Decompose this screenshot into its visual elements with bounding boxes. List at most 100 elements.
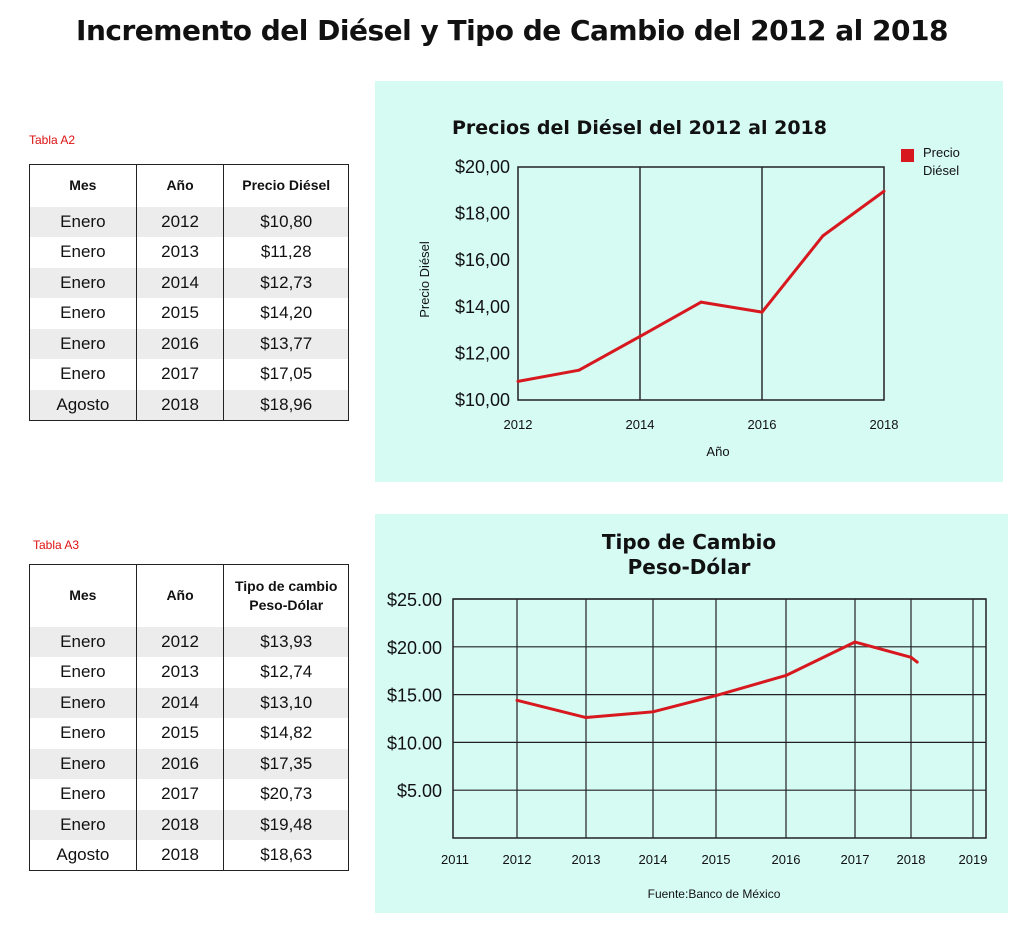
cell-value: $18,96 [223, 389, 349, 420]
cell-mes: Enero [29, 206, 137, 237]
column-header-tipo-de-cambio: Tipo de cambio Peso-Dólar [223, 564, 349, 627]
exchange-rate-table: Mes Año Tipo de cambio Peso-Dólar Enero 2… [29, 564, 349, 871]
x-tick-label: 2011 [441, 852, 469, 867]
y-tick-label: $10,00 [455, 390, 510, 410]
table-row: Enero 2013 $12,74 [30, 657, 349, 688]
x-tick-label: 2012 [504, 417, 533, 432]
chart-title: Precios del Diésel del 2012 al 2018 [452, 117, 827, 139]
data-point [699, 300, 703, 304]
cell-mes: Enero [29, 626, 137, 657]
y-axis-label: Precio Diésel [417, 241, 432, 318]
cell-mes: Enero [60, 364, 106, 384]
cell-ano: 2018 [135, 840, 224, 871]
plot-frame [452, 598, 987, 839]
cell-value: $14,20 [223, 298, 349, 329]
cell-mes: Enero [60, 303, 106, 323]
x-tick-label: 2018 [870, 417, 899, 432]
cell-ano: 2013 [135, 237, 224, 268]
series-line-precio-diesel [517, 190, 885, 383]
cell-ano: 2016 [135, 328, 224, 359]
cell-ano: 2016 [135, 748, 224, 779]
table-a3-label: Tabla A3 [33, 538, 80, 552]
data-point [909, 655, 913, 659]
legend-swatch [901, 149, 914, 162]
x-axis-label: Año [706, 444, 729, 459]
cell-ano: 2013 [135, 657, 224, 688]
table-row: Enero 2016 $17,35 [29, 748, 349, 779]
cell-ano: 2017 [135, 359, 224, 390]
x-tick-label: 2017 [841, 852, 870, 867]
table-row: Enero 2015 $14,20 [30, 298, 349, 329]
x-tick-label: 2016 [748, 417, 777, 432]
cell-value: $20,73 [223, 779, 349, 810]
table-row: Enero 2013 $11,28 [30, 237, 349, 268]
cell-value: $12,73 [223, 267, 349, 298]
x-tick-label: 2015 [702, 852, 731, 867]
table-row: Enero 2012 $10,80 [29, 206, 349, 237]
table-row: Agosto 2018 $18,63 [30, 840, 349, 871]
cell-ano: 2012 [135, 206, 224, 237]
cell-value: $13,93 [223, 626, 349, 657]
y-tick-label: $10.00 [387, 733, 442, 753]
chart-title: Tipo de Cambio [602, 530, 776, 554]
data-point [651, 710, 655, 714]
x-tick-label: 2014 [626, 417, 655, 432]
chart-title: Peso-Dólar [628, 555, 751, 579]
y-tick-label: $5.00 [397, 781, 442, 801]
table-row: Enero 2014 $12,73 [29, 267, 349, 298]
table-row: Enero 2016 $13,77 [29, 328, 349, 359]
x-tick-label: 2014 [639, 852, 668, 867]
cell-ano: 2014 [135, 687, 224, 718]
series-line-tipo-de-cambio [516, 640, 919, 720]
x-tick-label: 2016 [772, 852, 801, 867]
data-point [515, 698, 519, 702]
cell-value: $10,80 [223, 206, 349, 237]
table-row: Agosto 2018 $18,96 [29, 389, 349, 420]
cell-ano: 2012 [135, 626, 224, 657]
y-tick-label: $15.00 [387, 686, 442, 706]
cell-mes: Enero [29, 267, 137, 298]
cell-value: $11,28 [223, 237, 349, 268]
cell-mes: Enero [29, 328, 137, 359]
y-tick-label: $18,00 [455, 204, 510, 224]
y-tick-label: $12,00 [455, 343, 510, 363]
legend-label: Precio [923, 145, 960, 160]
y-tick-label: $14,00 [455, 297, 510, 317]
data-point [516, 379, 520, 383]
cell-value: $14,82 [223, 718, 349, 749]
column-header-ano: Año [135, 564, 224, 627]
cell-mes: Agosto [29, 389, 137, 420]
cell-value: $17,05 [223, 359, 349, 390]
cell-ano: 2018 [135, 809, 224, 840]
x-tick-label: 2019 [959, 852, 988, 867]
table-row: Enero 2012 $13,93 [29, 626, 349, 657]
y-tick-label: $20.00 [387, 638, 442, 658]
column-header-mes: Mes [69, 587, 97, 604]
data-point [584, 716, 588, 720]
cell-ano: 2015 [135, 718, 224, 749]
data-point [853, 640, 857, 644]
table-row: Enero 2014 $13,10 [29, 687, 349, 718]
page-title: Incremento del Diésel y Tipo de Cambio d… [76, 14, 948, 47]
cell-value: $18,63 [223, 840, 349, 871]
cell-mes: Enero [29, 748, 137, 779]
cell-ano: 2017 [135, 779, 224, 810]
data-point [882, 189, 886, 193]
column-header-mes: Mes [69, 177, 97, 194]
diesel-price-chart: Precios del Diésel del 2012 al 2018 $10,0… [417, 117, 960, 459]
diesel-chart-panel: Precios del Diésel del 2012 al 2018 $10,0… [375, 81, 1003, 482]
table-row: Enero 2017 $17,05 [30, 359, 349, 390]
data-point [821, 234, 825, 238]
data-point [577, 368, 581, 372]
table-a2-label: Tabla A2 [29, 133, 76, 147]
table-row: Enero 2018 $19,48 [29, 809, 349, 840]
legend-label: Diésel [923, 163, 959, 178]
plot-frame [517, 166, 885, 401]
data-point [915, 660, 919, 664]
column-header-precio-diesel: Precio Diésel [223, 164, 349, 207]
cell-value: $13,10 [223, 687, 349, 718]
y-tick-label: $20,00 [455, 157, 510, 177]
data-point [714, 694, 718, 698]
y-tick-label: $16,00 [455, 250, 510, 270]
y-tick-label: $25.00 [387, 590, 442, 610]
